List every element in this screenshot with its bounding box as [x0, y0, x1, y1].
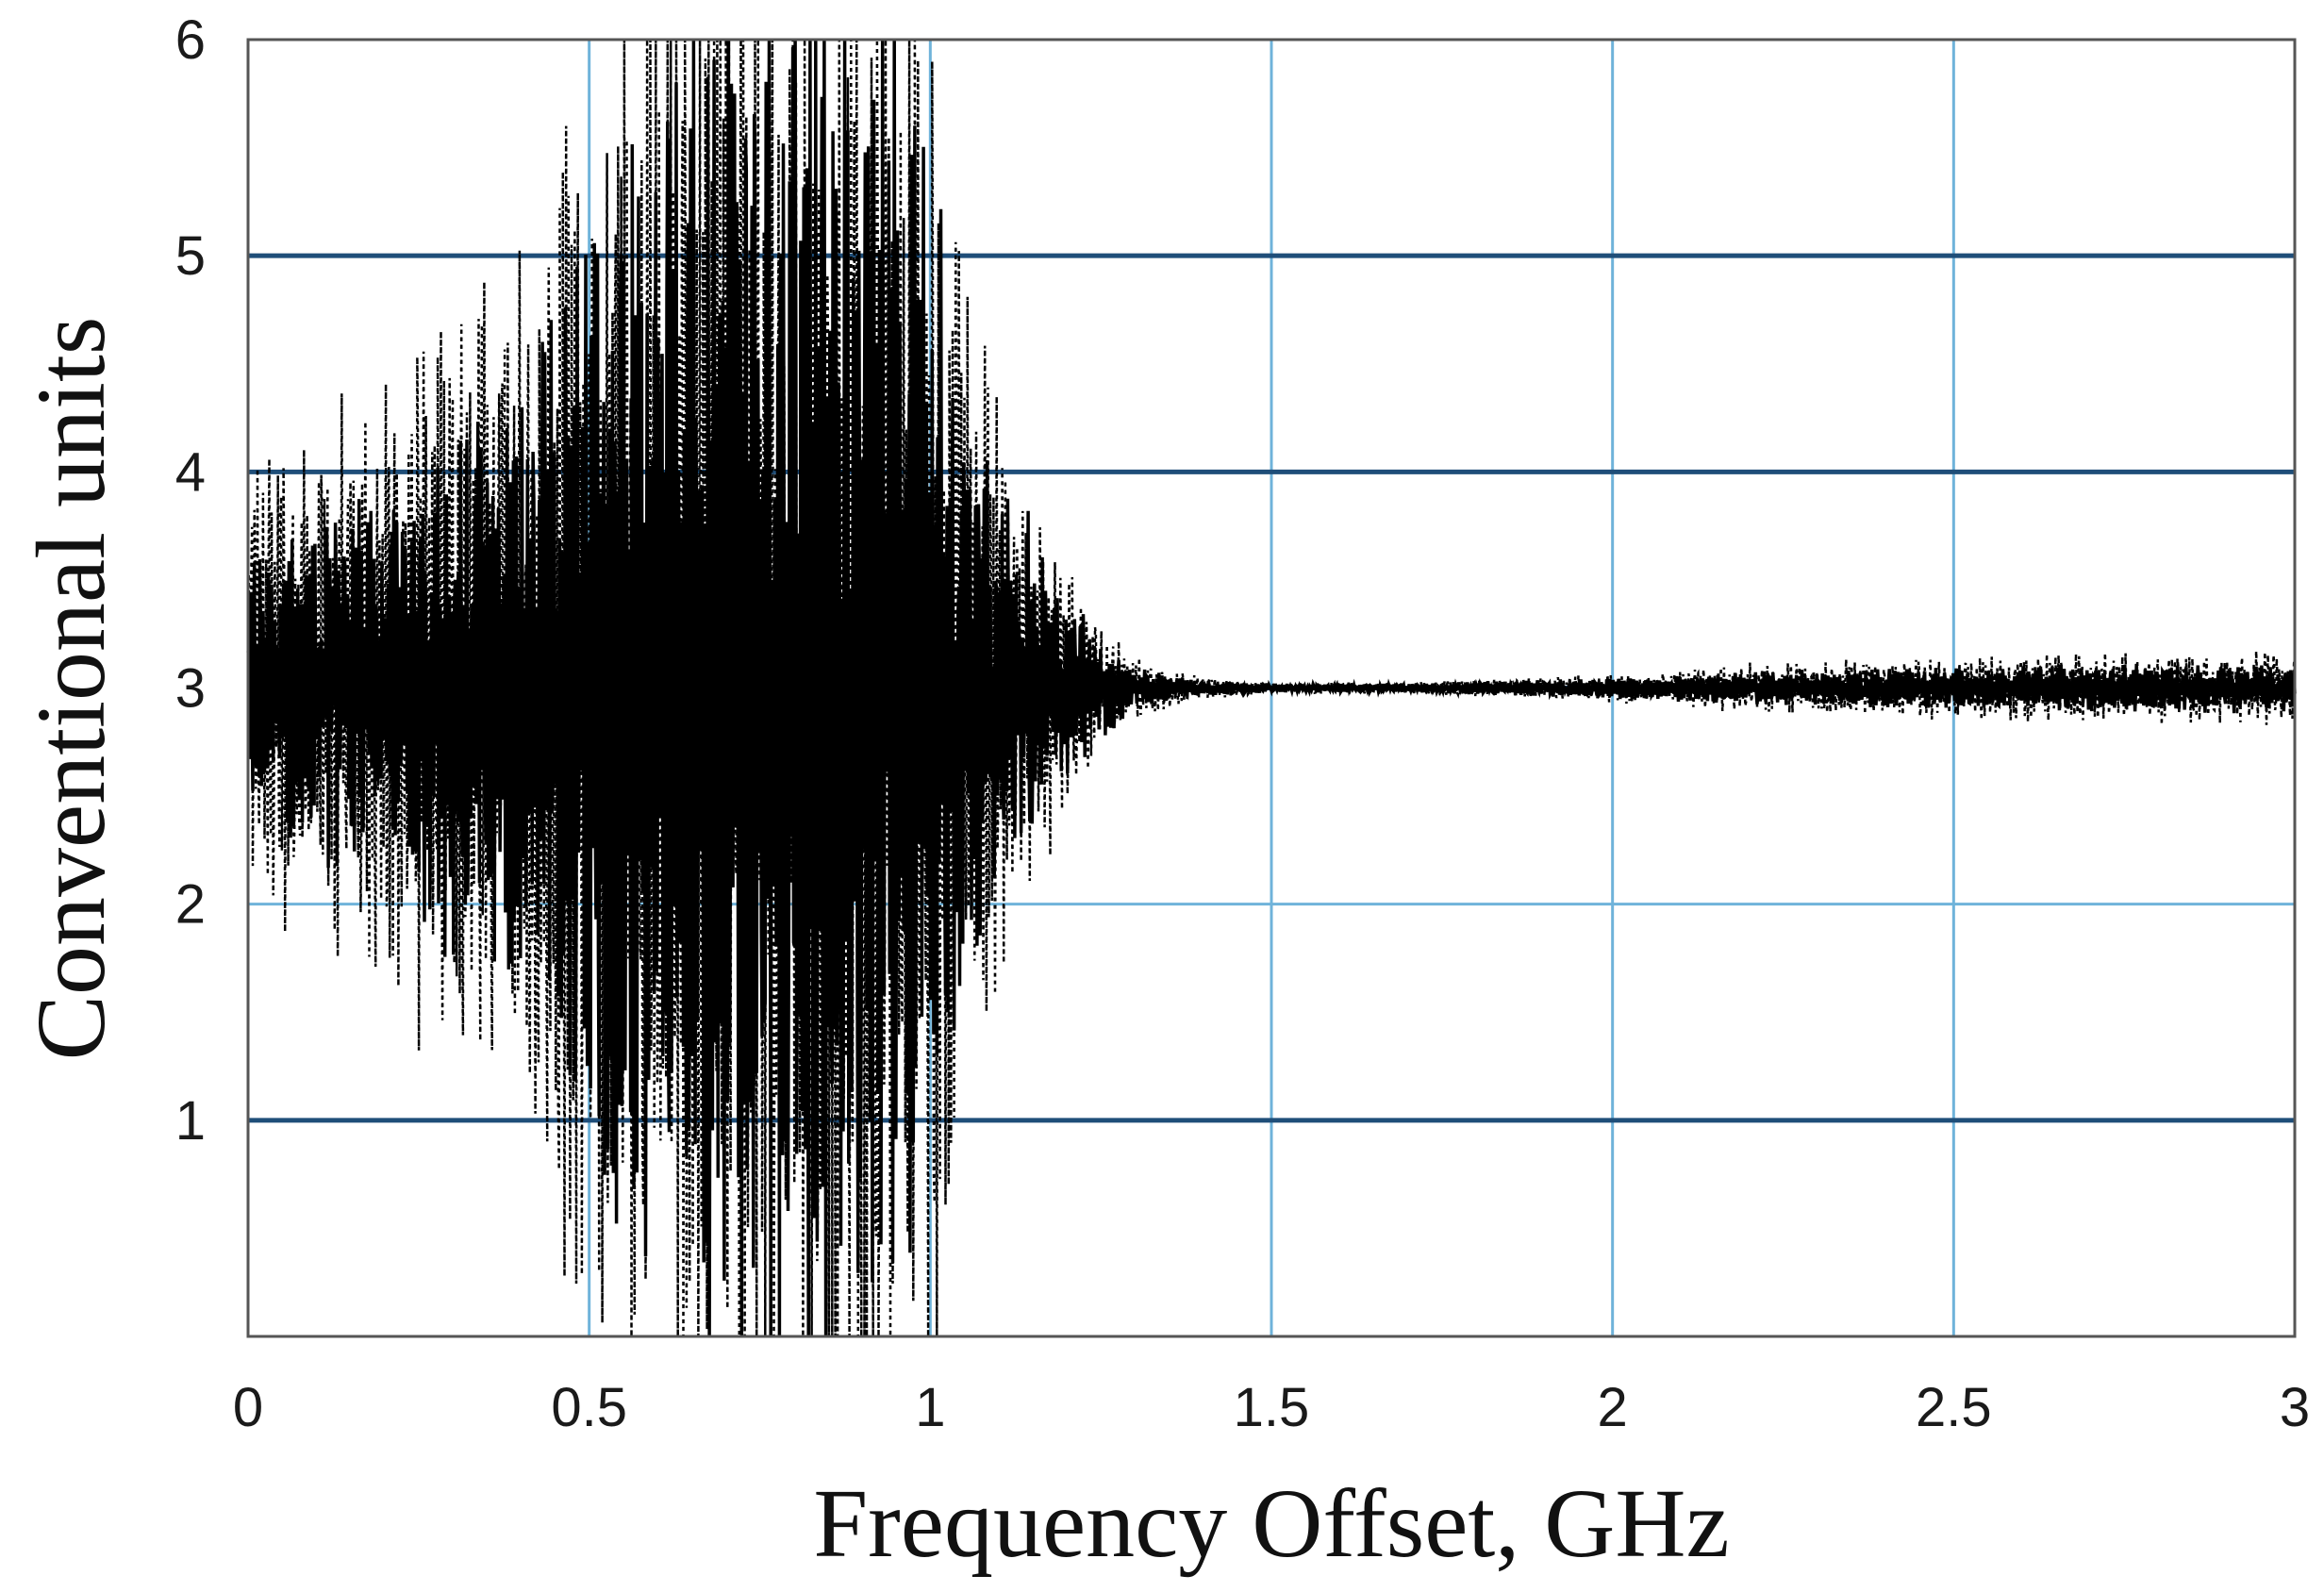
y-tick-label-3: 4	[175, 441, 206, 503]
x-tick-label-0: 0	[233, 1377, 263, 1438]
y-axis-title: Conventional units	[17, 317, 125, 1061]
traces	[246, 39, 2297, 1337]
y-tick-label-5: 6	[175, 9, 206, 71]
x-tick-label-4: 2	[1598, 1377, 1628, 1438]
x-tick-label-2: 1	[915, 1377, 945, 1438]
x-tick-label-5: 2.5	[1916, 1377, 1992, 1438]
y-tick-label-2: 3	[175, 658, 206, 720]
x-tick-label-6: 3	[2280, 1377, 2310, 1438]
x-tick-label-1: 0.5	[551, 1377, 627, 1438]
series-solid-line	[246, 39, 2297, 1337]
plot-frame	[246, 38, 2297, 1338]
x-tick-label-3: 1.5	[1234, 1377, 1310, 1438]
y-tick-label-1: 2	[175, 874, 206, 936]
y-tick-label-4: 5	[175, 225, 206, 287]
x-axis-title: Frequency Offset, GHz	[813, 1469, 1729, 1578]
tick-labels: 0 0.5 1 1.5 2 2.5 3 1 2 3 4 5 6	[175, 9, 2310, 1438]
y-tick-label-0: 1	[175, 1090, 206, 1152]
